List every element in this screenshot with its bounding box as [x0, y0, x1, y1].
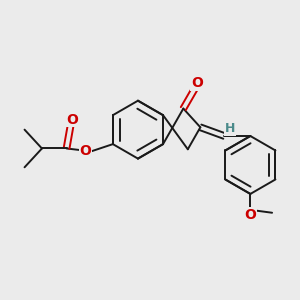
Text: O: O: [191, 76, 203, 90]
Text: H: H: [225, 122, 235, 135]
Text: O: O: [80, 144, 91, 158]
Text: O: O: [66, 112, 78, 127]
Text: O: O: [244, 208, 256, 222]
